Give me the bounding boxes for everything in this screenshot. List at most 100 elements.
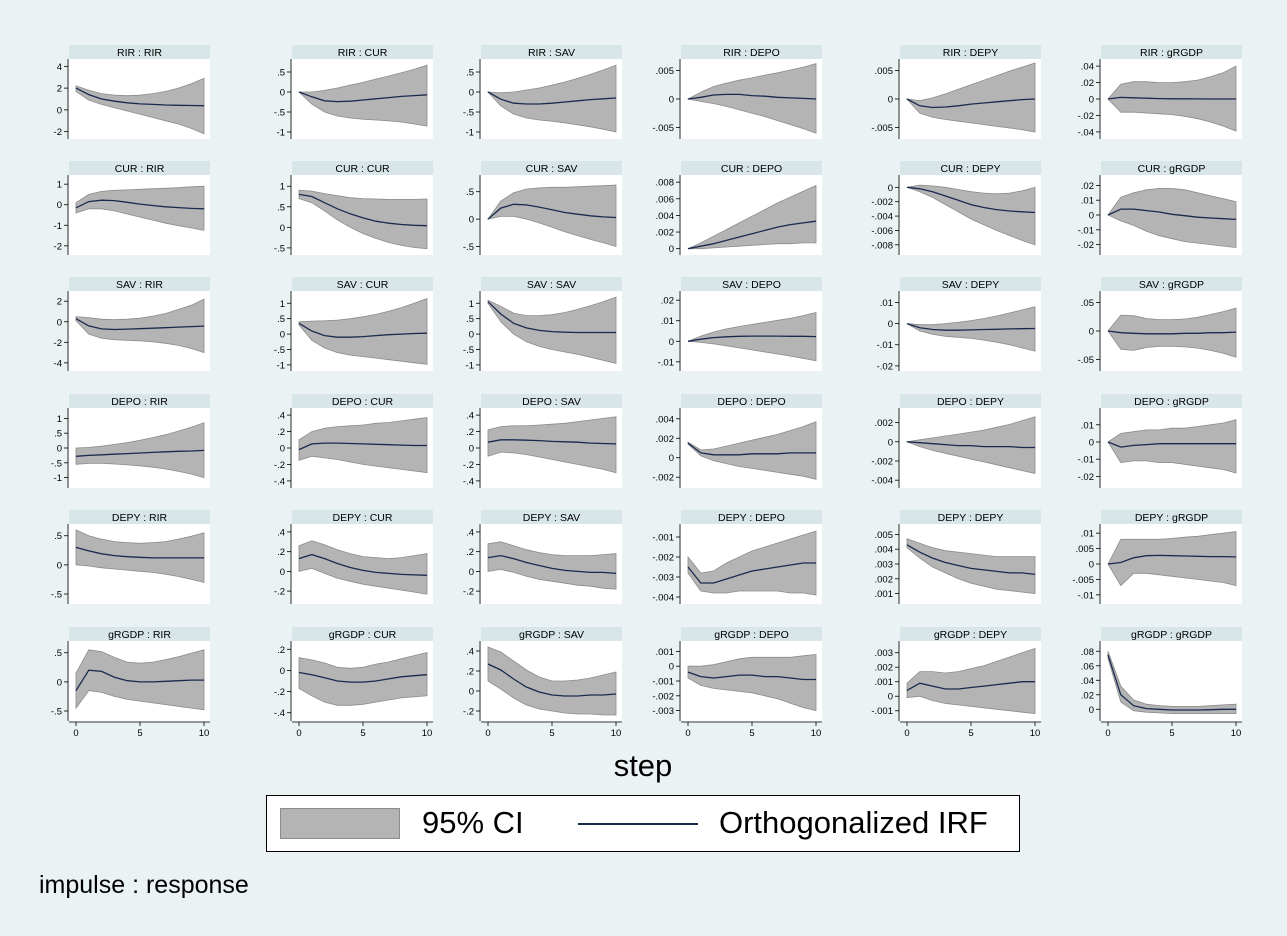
- panel-title-strip: [292, 394, 433, 408]
- irf-line: [487, 554, 617, 575]
- y-tick-label: .001: [875, 589, 894, 600]
- irf-panel: SAV : CUR 1 .5 0 -.5 -1: [274, 277, 433, 371]
- irf-line: [298, 322, 428, 338]
- y-tick-label: 0: [469, 567, 474, 578]
- irf-panel: DEPO : DEPO .004 .002 0 -.002: [652, 394, 822, 488]
- y-tick-label: 0: [469, 687, 474, 698]
- y-tick-label: -.4: [274, 708, 285, 719]
- y-tick-label: .4: [277, 527, 285, 538]
- y-tick-label: -.5: [274, 108, 285, 119]
- panel-title-strip: [681, 277, 822, 291]
- y-tick-label: 0: [888, 319, 893, 330]
- panel-title: CUR : SAV: [526, 163, 578, 175]
- irf-panel: SAV : gRGDP .05 0 -.05: [1078, 277, 1242, 371]
- x-tick-label: 5: [968, 728, 973, 739]
- irf-panel: RIR : DEPY .005 0 -.005: [871, 45, 1041, 139]
- panel-title-strip: [1101, 627, 1242, 641]
- irf-panel: RIR : CUR .5 0 -.5 -1: [274, 45, 433, 139]
- y-tick-label: .004: [656, 211, 675, 222]
- y-tick-label: 0: [1089, 560, 1094, 571]
- ci-swatch: [280, 808, 400, 839]
- y-tick-label: .2: [466, 547, 474, 558]
- y-tick-label: -.005: [1072, 575, 1094, 586]
- y-tick-label: 0: [669, 453, 674, 464]
- y-tick-label: .2: [277, 427, 285, 438]
- y-tick-label: 0: [1089, 327, 1094, 338]
- y-tick-label: -1: [277, 360, 285, 371]
- panel-title-strip: [292, 277, 433, 291]
- y-tick-label: .4: [466, 647, 474, 658]
- irf-panel: gRGDP : gRGDP .08 .06 .04 .02 0 0 5 10: [1081, 627, 1242, 739]
- panel-title: DEPY : SAV: [523, 512, 580, 524]
- y-tick-label: 0: [57, 317, 62, 328]
- ci-band: [75, 422, 205, 479]
- y-tick-label: 0: [469, 330, 474, 341]
- panel-title: RIR : CUR: [338, 47, 388, 59]
- panel-title: DEPO : gRGDP: [1134, 396, 1209, 408]
- irf-panel: SAV : SAV 1 .5 0 -.5 -1: [463, 277, 622, 371]
- x-tick-label: 5: [137, 728, 142, 739]
- x-tick-label: 10: [1231, 728, 1242, 739]
- irf-panel: gRGDP : RIR .5 0 -.5 0 5 10: [51, 627, 210, 739]
- y-tick-label: .005: [1076, 544, 1095, 555]
- panel-title: SAV : SAV: [527, 279, 576, 291]
- y-tick-label: 0: [669, 244, 674, 255]
- panel-title: SAV : DEPY: [942, 279, 1000, 291]
- y-tick-label: 1: [280, 299, 285, 310]
- x-tick-label: 0: [73, 728, 78, 739]
- panel-title: DEPO : DEPY: [937, 396, 1004, 408]
- y-tick-label: 1: [469, 299, 474, 310]
- panel-title: RIR : SAV: [528, 47, 575, 59]
- y-tick-label: .002: [656, 228, 675, 239]
- irf-line: [1107, 330, 1237, 335]
- irf-line: [906, 98, 1036, 109]
- y-tick-label: 4: [57, 62, 62, 73]
- irf-line: [906, 544, 1036, 576]
- panel-title-strip: [681, 45, 822, 59]
- y-tick-label: .2: [466, 667, 474, 678]
- y-tick-label: -.004: [871, 212, 893, 223]
- irf-panel: DEPO : gRGDP .01 0 -.01 -.02: [1078, 394, 1242, 488]
- panel-title: CUR : CUR: [335, 163, 390, 175]
- irf-panel: CUR : SAV .5 0 -.5: [463, 161, 622, 255]
- irf-panel: CUR : RIR 1 0 -1 -2: [54, 161, 210, 255]
- legend-ci-label: 95% CI: [422, 805, 524, 840]
- ci-band: [687, 653, 817, 712]
- ci-band: [906, 184, 1036, 246]
- ci-band: [1107, 651, 1237, 714]
- panel-title-strip: [900, 161, 1041, 175]
- y-tick-label: -.001: [871, 706, 893, 717]
- irf-panel: CUR : DEPO .008 .006 .004 .002 0: [656, 161, 822, 255]
- ci-band: [75, 649, 205, 711]
- y-tick-label: 1: [57, 414, 62, 425]
- x-tick-label: 5: [1169, 728, 1174, 739]
- panel-title: DEPO : SAV: [522, 396, 581, 408]
- panel-title-strip: [900, 45, 1041, 59]
- irf-line: [487, 301, 616, 334]
- panel-title: RIR : gRGDP: [1140, 47, 1203, 59]
- irf-line: [687, 442, 816, 456]
- y-tick-label: 0: [888, 437, 893, 448]
- panel-title-strip: [900, 627, 1041, 641]
- irf-line: [75, 449, 205, 457]
- irf-panel: DEPY : gRGDP .01 .005 0 -.005 -.01: [1072, 510, 1242, 604]
- x-tick-label: 0: [904, 728, 909, 739]
- irf-line: [1107, 96, 1236, 100]
- y-tick-label: -.004: [871, 476, 893, 487]
- panel-title-strip: [292, 510, 433, 524]
- x-tick-label: 0: [485, 728, 490, 739]
- y-tick-label: .005: [656, 66, 675, 77]
- panel-title: gRGDP : CUR: [329, 629, 397, 641]
- y-tick-label: -.04: [1078, 127, 1094, 138]
- panel-title-strip: [69, 627, 210, 641]
- irf-panel: DEPY : CUR .4 .2 0 -.2: [274, 510, 433, 604]
- ci-band: [75, 298, 205, 354]
- y-tick-label: -.5: [51, 707, 62, 718]
- irf-line: [298, 193, 428, 227]
- y-tick-label: -.2: [274, 587, 285, 598]
- y-tick-label: -.006: [871, 226, 893, 237]
- y-tick-label: -.2: [274, 687, 285, 698]
- y-tick-label: 0: [57, 105, 62, 116]
- y-tick-label: -.05: [1078, 355, 1094, 366]
- irf-panel: DEPY : RIR .5 0 -.5: [51, 510, 210, 604]
